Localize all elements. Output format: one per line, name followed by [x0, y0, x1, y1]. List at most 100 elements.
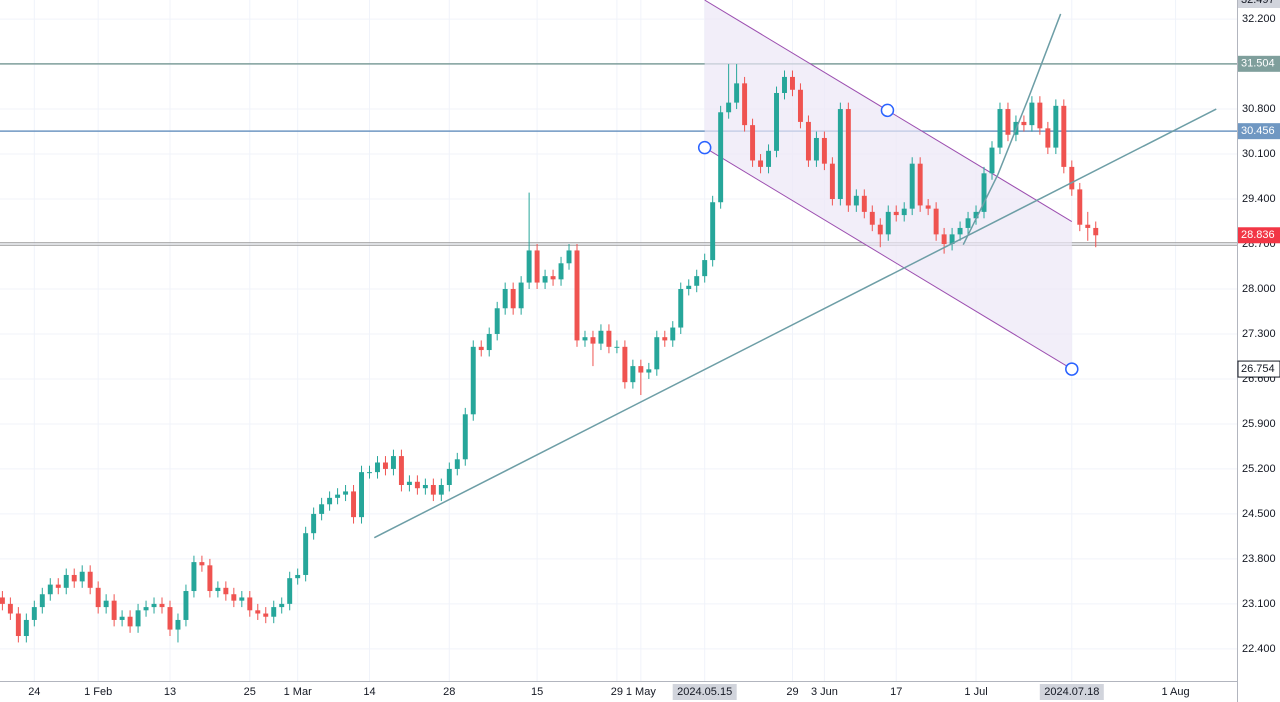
- candle-body: [1053, 105, 1059, 148]
- candle-body: [175, 619, 181, 630]
- candle-body: [638, 366, 644, 373]
- candle-body: [1061, 105, 1067, 167]
- y-axis-area: [1237, 0, 1280, 702]
- candle-body: [877, 224, 883, 235]
- candle-body: [821, 137, 827, 164]
- candle-body: [1029, 102, 1035, 126]
- candle-body: [646, 369, 652, 373]
- top-price-label-bg: [1238, 0, 1280, 8]
- x-axis-area: [0, 681, 1237, 702]
- x-tick-label: 14: [363, 686, 375, 698]
- candle-body: [973, 211, 979, 219]
- y-tick-label: 25.200: [1242, 463, 1276, 475]
- candle-body: [311, 513, 317, 534]
- candle-body: [454, 459, 460, 469]
- candle-body: [837, 109, 843, 200]
- x-label-highlight: [672, 684, 737, 700]
- candle-body: [694, 276, 700, 286]
- candle-body: [726, 102, 732, 113]
- candle-body: [989, 147, 995, 174]
- last-price-label-bg: [1238, 227, 1280, 244]
- candle-body: [542, 276, 548, 283]
- candle-body: [31, 607, 37, 620]
- x-tick-label: 24: [28, 686, 40, 698]
- candle-body: [718, 112, 724, 203]
- channel-handle: [1065, 362, 1079, 376]
- candle-body: [917, 163, 923, 206]
- candle-body: [287, 578, 293, 604]
- candle-body: [710, 202, 716, 261]
- candle-body: [151, 603, 157, 608]
- candle-body: [566, 250, 572, 264]
- candle-body: [382, 462, 388, 469]
- candle-body: [79, 571, 85, 582]
- candle-body: [207, 565, 213, 592]
- candle-body: [351, 491, 357, 518]
- x-tick-label: 1 Mar: [284, 686, 312, 698]
- x-label-highlight: [1039, 684, 1104, 700]
- candle-body: [319, 504, 325, 514]
- candle-body: [630, 366, 636, 383]
- candle-body: [406, 481, 412, 485]
- candle-body: [295, 574, 301, 579]
- candle-body: [518, 282, 524, 309]
- candle-body: [414, 481, 420, 489]
- candle-body: [462, 414, 468, 460]
- candle-body: [829, 163, 835, 200]
- x-tick-label: 3 Jun: [811, 686, 838, 698]
- candle-body: [510, 288, 516, 309]
- candle-body: [375, 462, 380, 473]
- candle-body: [502, 288, 508, 309]
- y-tick-label: 32.200: [1242, 13, 1276, 25]
- candle-body: [734, 83, 740, 103]
- candle-body: [367, 472, 372, 474]
- hline-price-label: 30.456: [1241, 125, 1275, 137]
- candle-body: [662, 337, 668, 341]
- last-price-label: 28.836: [1241, 229, 1275, 241]
- x-tick-label: 15: [531, 686, 543, 698]
- channel-price-label-bg: [1237, 360, 1280, 378]
- candle-body: [422, 484, 428, 489]
- candle-body: [1085, 224, 1091, 228]
- candle-body: [167, 607, 173, 630]
- candle-body: [582, 337, 588, 341]
- candle-body: [1069, 166, 1075, 190]
- candle-body: [742, 83, 748, 126]
- candle-body: [1005, 109, 1011, 135]
- candle-body: [303, 533, 309, 575]
- candle-body: [965, 218, 971, 228]
- y-tick-label: 28.000: [1242, 283, 1276, 295]
- candle-body: [23, 619, 29, 637]
- candle-body: [15, 613, 21, 637]
- candle-body: [550, 276, 556, 280]
- y-tick-label: 22.400: [1242, 643, 1276, 655]
- candle-body: [766, 150, 772, 167]
- candle-body: [327, 497, 333, 505]
- candle-body: [95, 587, 101, 608]
- x-tick-label: 28: [443, 686, 455, 698]
- candle-body: [143, 607, 149, 611]
- x-tick-label: 17: [890, 686, 902, 698]
- candle-body: [686, 285, 692, 289]
- candle-body: [981, 173, 987, 212]
- channel-line: [704, 147, 1073, 370]
- candle-body: [135, 610, 141, 627]
- candle-body: [119, 616, 125, 620]
- candle-body: [159, 603, 165, 608]
- candle-body: [279, 603, 285, 608]
- candle-body: [470, 346, 476, 415]
- channel-handle: [880, 103, 895, 118]
- candle-body: [885, 211, 891, 235]
- x-tick-label: 29: [611, 686, 623, 698]
- candle-body: [606, 330, 612, 347]
- x-tick-label: 1 Aug: [1161, 686, 1189, 698]
- candle-body: [750, 125, 756, 161]
- candle-body: [678, 288, 684, 328]
- candle-body: [390, 456, 396, 469]
- hline-price-label: 31.504: [1241, 58, 1275, 70]
- candle-body: [797, 89, 803, 122]
- candle-body: [446, 468, 452, 485]
- candle-body: [574, 250, 580, 341]
- candle-body: [805, 121, 811, 161]
- candle-body: [957, 227, 963, 235]
